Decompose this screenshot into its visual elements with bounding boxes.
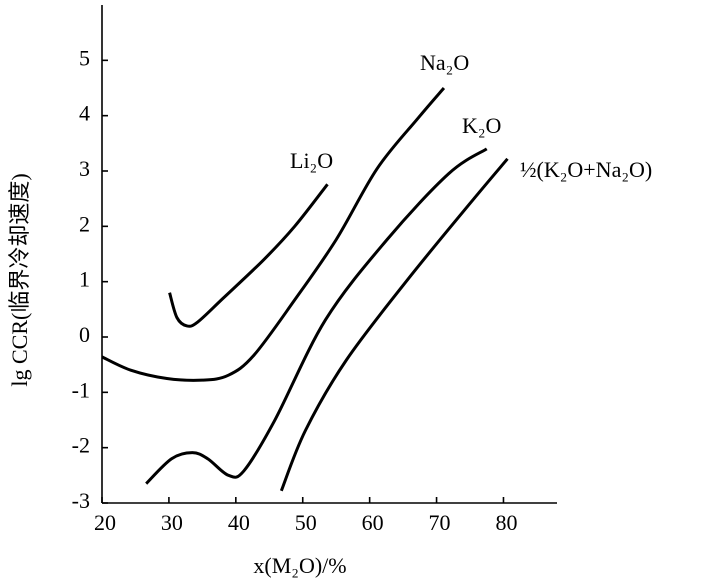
series-label: ½(K₂O+Na₂O) [520,157,652,182]
x-tick-label: 80 [495,510,517,535]
y-tick-label: 0 [79,322,90,347]
x-tick-label: 60 [362,510,384,535]
series-line [101,87,446,382]
y-tick-label: -2 [72,433,90,458]
y-tick-label: 3 [79,156,90,181]
y-tick-label: -1 [72,377,90,402]
x-tick-label: 70 [429,510,451,535]
series-label: Na₂O [420,50,469,75]
x-tick-label: 40 [228,510,250,535]
series-line [168,183,329,328]
series-label: Li₂O [290,148,333,173]
series-line [279,157,509,492]
y-tick-label: 2 [79,211,90,236]
series-line [145,147,488,485]
y-tick-label: -3 [72,488,90,513]
y-tick-label: 1 [79,267,90,292]
x-tick-label: 50 [295,510,317,535]
x-axis-label: x(M₂O)/% [253,553,346,578]
x-tick-label: 20 [94,510,116,535]
y-tick-label: 5 [79,45,90,70]
y-axis-label: lg CCR(临界冷却速度) [7,173,32,386]
y-tick-label: 4 [79,101,90,126]
series-label: K₂O [462,113,501,138]
x-tick-label: 30 [161,510,183,535]
